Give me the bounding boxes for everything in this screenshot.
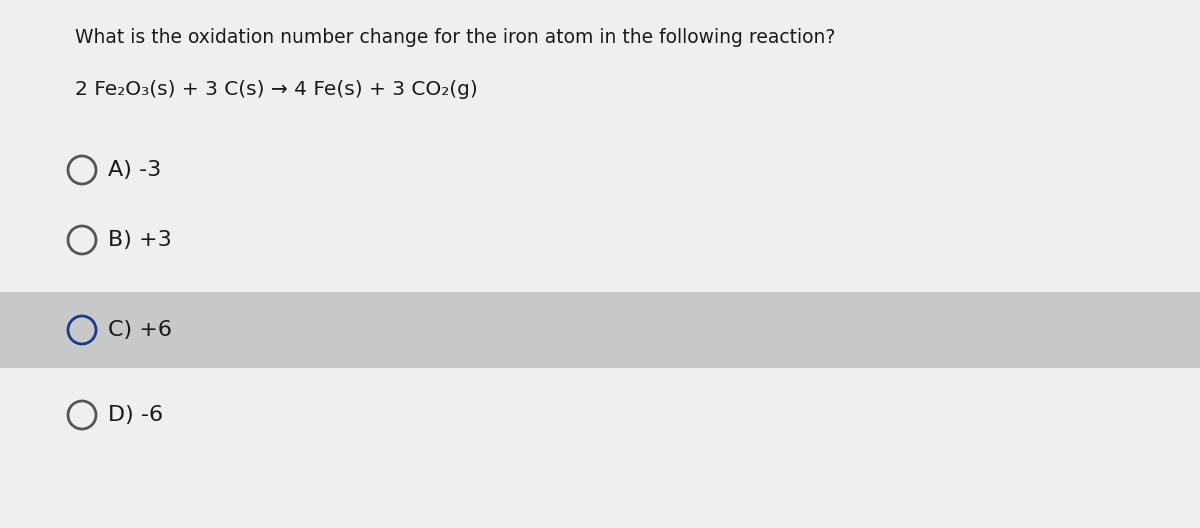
Text: C) +6: C) +6: [108, 320, 172, 340]
Text: What is the oxidation number change for the iron atom in the following reaction?: What is the oxidation number change for …: [74, 28, 835, 47]
Text: 2 Fe₂O₃(s) + 3 C(s) → 4 Fe(s) + 3 CO₂(g): 2 Fe₂O₃(s) + 3 C(s) → 4 Fe(s) + 3 CO₂(g): [74, 80, 478, 99]
Bar: [0, 292, 1200, 368]
Text: A) -3: A) -3: [108, 160, 161, 180]
Text: B) +3: B) +3: [108, 230, 172, 250]
Text: D) -6: D) -6: [108, 405, 163, 425]
